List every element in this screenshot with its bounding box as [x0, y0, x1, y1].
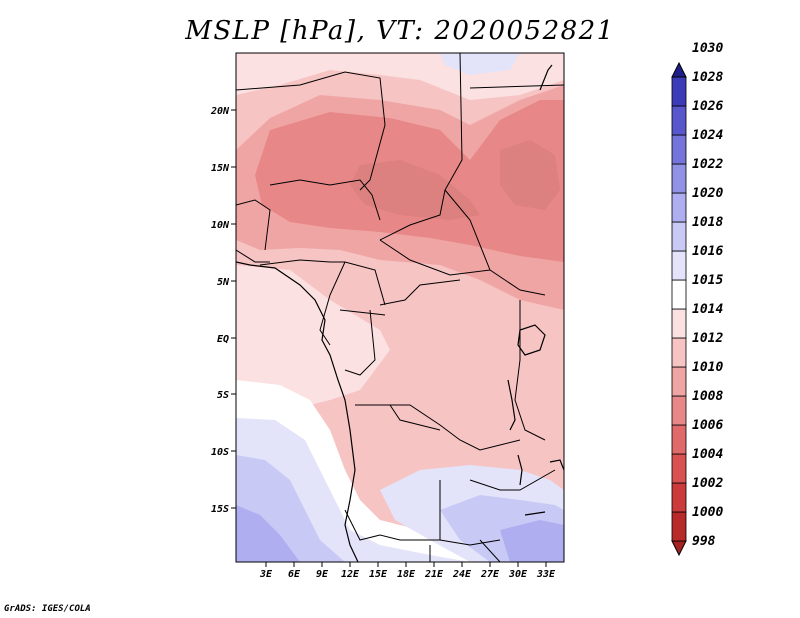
colorbar-swatch	[671, 366, 687, 397]
field-darker-east	[500, 140, 560, 210]
map-title: MSLP [hPa], VT: 2020052821	[185, 16, 615, 46]
country-borders	[236, 53, 564, 562]
colorbar-swatch	[671, 134, 687, 165]
lat-label: 5N	[217, 277, 230, 288]
lat-label: 10S	[211, 447, 229, 458]
lon-label: 6E	[288, 569, 301, 580]
lon-label: 12E	[341, 569, 360, 580]
lat-label: 5S	[217, 390, 229, 401]
colorbar-label: 998	[692, 534, 716, 549]
colorbar-swatch	[671, 279, 687, 310]
colorbar-swatch	[671, 511, 687, 542]
colorbar-swatch	[671, 337, 687, 368]
lon-label: 15E	[369, 569, 388, 580]
lat-label: 15S	[211, 504, 229, 515]
colorbar-label: 1026	[692, 99, 723, 114]
colorbar-label: 1018	[692, 215, 723, 230]
field-1020	[236, 505, 300, 562]
colorbar-label: 1010	[692, 360, 723, 375]
colorbar-label: 1008	[692, 389, 723, 404]
colorbar-swatch	[671, 453, 687, 484]
colorbar-label: 1020	[692, 186, 723, 201]
colorbar-swatch	[671, 395, 687, 426]
colorbar-arrow-bottom	[671, 540, 687, 557]
longitude-axis: 3E 6E 9E 12E 15E 18E 21E 24E 27E 30E 33E	[259, 562, 556, 580]
colorbar-swatch	[671, 221, 687, 252]
colorbar-swatch	[671, 250, 687, 281]
lon-label: 33E	[536, 569, 556, 580]
map-frame	[235, 52, 565, 563]
lon-label: 24E	[452, 569, 472, 580]
colorbar-label: 1030	[692, 41, 723, 56]
lon-label: 30E	[508, 569, 528, 580]
lat-label: 20N	[210, 106, 230, 117]
pressure-field	[236, 53, 564, 562]
lat-label: 15N	[211, 163, 230, 174]
lon-label: 9E	[316, 569, 329, 580]
colorbar-swatch	[671, 308, 687, 339]
field-1020-south	[500, 520, 564, 562]
colorbar: 998 1000 1002 1004 1006 1008 1010 1012 1014 1015 1…	[671, 41, 723, 557]
lon-label: 18E	[397, 569, 416, 580]
colorbar-label: 1002	[692, 476, 723, 491]
colorbar-label: 1028	[692, 70, 723, 85]
colorbar-swatch	[671, 192, 687, 223]
field-darker-center	[350, 160, 480, 220]
lon-label: 27E	[480, 569, 500, 580]
colorbar-swatch	[671, 76, 687, 107]
lon-label: 21E	[424, 569, 444, 580]
coastlines	[236, 64, 564, 562]
colorbar-label: 1000	[692, 505, 723, 520]
colorbar-label: 1015	[692, 273, 723, 288]
colorbar-swatch	[671, 163, 687, 194]
lon-label: 3E	[259, 569, 273, 580]
latitude-axis: 20N 15N 10N 5N EQ 5S 10S 15S	[210, 106, 236, 515]
colorbar-label: 1014	[692, 302, 723, 317]
colorbar-label: 1012	[692, 331, 723, 346]
colorbar-swatch	[671, 424, 687, 455]
colorbar-label: 1024	[692, 128, 723, 143]
colorbar-label: 1022	[692, 157, 723, 172]
colorbar-swatch	[671, 105, 687, 136]
colorbar-arrow-top	[671, 61, 687, 78]
colorbar-label: 1006	[692, 418, 723, 433]
field-1014-west	[236, 265, 390, 410]
lat-label: 10N	[211, 220, 230, 231]
colorbar-swatch	[671, 482, 687, 513]
grads-credit: GrADS: IGES/COLA	[4, 604, 91, 614]
colorbar-label: 1004	[692, 447, 723, 462]
colorbar-label: 1016	[692, 244, 723, 259]
lat-label: EQ	[217, 334, 229, 345]
